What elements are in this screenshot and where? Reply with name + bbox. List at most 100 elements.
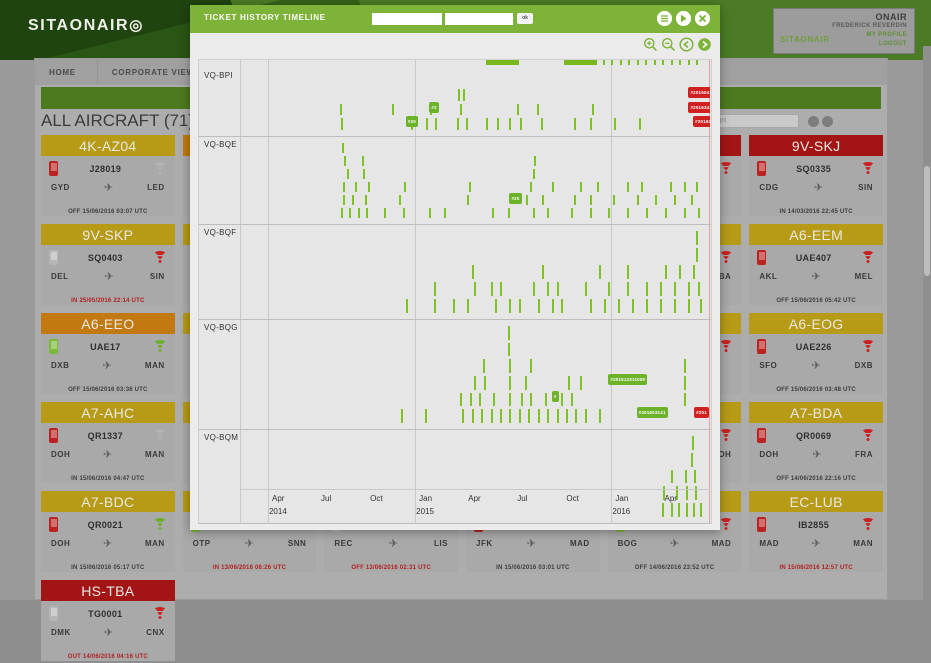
ticket-event-marker[interactable] — [693, 503, 696, 517]
ticket-event-marker[interactable] — [339, 103, 342, 116]
ticket-event-marker[interactable] — [459, 392, 462, 407]
ticket-event-marker[interactable] — [589, 195, 592, 205]
aircraft-card[interactable]: HS-TBA TG0001 DMK ✈ CNX OUT 14/06/2016 04:16 … — [41, 580, 175, 661]
ticket-event-marker[interactable] — [490, 409, 493, 423]
ticket-event-marker[interactable] — [361, 156, 364, 166]
ticket-reference-chip[interactable]: #20 — [405, 116, 418, 128]
ticket-event-marker[interactable] — [368, 182, 371, 192]
ticket-event-marker[interactable] — [547, 409, 550, 423]
aircraft-card[interactable]: 4K-AZ04 J28019 GYD ✈ LED OFF 15/06/2016 03:07… — [41, 135, 175, 216]
ticket-event-marker[interactable] — [551, 299, 554, 313]
ticket-event-marker[interactable] — [484, 376, 487, 390]
ticket-event-marker[interactable] — [627, 208, 630, 218]
ticket-event-marker[interactable] — [536, 103, 539, 116]
ticket-event-marker[interactable] — [525, 376, 528, 390]
ticket-reference-chip[interactable]: #201635 — [693, 116, 710, 128]
ticket-event-marker[interactable] — [520, 392, 523, 407]
ticket-event-marker[interactable] — [547, 282, 550, 296]
ticket-event-marker[interactable] — [342, 182, 345, 192]
ticket-event-marker[interactable] — [693, 265, 696, 279]
ticket-event-marker[interactable] — [533, 156, 536, 166]
ticket-event-marker[interactable] — [584, 282, 587, 296]
ticket-event-marker[interactable] — [467, 195, 470, 205]
ticket-event-marker[interactable] — [434, 282, 437, 296]
ticket-event-marker[interactable] — [443, 208, 446, 218]
ticket-event-marker[interactable] — [518, 299, 521, 313]
ticket-event-marker[interactable] — [631, 299, 634, 313]
ticket-event-marker[interactable] — [530, 359, 533, 373]
ticket-event-marker[interactable] — [663, 486, 666, 501]
ticket-event-marker[interactable] — [683, 208, 686, 218]
ticket-event-marker[interactable] — [561, 299, 564, 313]
ticket-event-marker[interactable] — [565, 409, 568, 423]
ticket-event-marker[interactable] — [471, 409, 474, 423]
ticket-event-marker[interactable] — [500, 282, 503, 296]
ticket-event-marker[interactable] — [598, 265, 601, 279]
ticket-event-marker[interactable] — [452, 299, 455, 313]
ticket-event-marker[interactable] — [509, 409, 512, 423]
ticket-reference-chip[interactable]: #20 — [509, 193, 522, 204]
aircraft-card[interactable]: A7-BDA QR0069 DOH ✈ FRA OFF 14/06/2016 22:16 … — [749, 402, 883, 483]
ticket-event-marker[interactable] — [590, 118, 593, 130]
ticket-event-marker[interactable] — [517, 103, 519, 116]
filter-apply-button[interactable]: ok — [517, 13, 533, 24]
ticket-event-marker[interactable] — [674, 282, 677, 296]
close-button[interactable] — [695, 11, 710, 26]
pan-right-button[interactable] — [697, 37, 712, 52]
ticket-event-marker[interactable] — [685, 486, 688, 501]
ticket-event-marker[interactable] — [591, 103, 594, 116]
ticket-event-marker[interactable] — [405, 299, 408, 313]
aircraft-card[interactable]: A6-EEM UAE407 AKL ✈ MEL OFF 15/06/2016 05:42 … — [749, 224, 883, 305]
ticket-reference-chip[interactable]: #2 — [429, 101, 439, 113]
ticket-event-marker[interactable] — [685, 503, 688, 517]
ticket-event-marker[interactable] — [692, 436, 695, 450]
ticket-event-marker[interactable] — [509, 376, 512, 390]
ticket-reference-chip[interactable]: #201503141 — [636, 407, 668, 419]
ticket-event-marker[interactable] — [365, 195, 368, 205]
ticket-event-marker[interactable] — [589, 299, 592, 313]
ticket-event-marker[interactable] — [575, 409, 578, 423]
menu-button[interactable] — [657, 11, 672, 26]
ticket-event-marker[interactable] — [695, 182, 698, 192]
ticket-event-marker[interactable] — [429, 208, 432, 218]
ticket-event-marker[interactable] — [485, 118, 488, 130]
ticket-event-marker[interactable] — [533, 282, 536, 296]
ticket-event-marker[interactable] — [567, 376, 570, 390]
ticket-event-marker[interactable] — [518, 409, 521, 423]
ticket-reference-chip[interactable]: #201634179 — [688, 101, 710, 113]
ticket-event-marker[interactable] — [617, 299, 620, 313]
ticket-event-marker[interactable] — [608, 208, 611, 218]
ticket-event-marker[interactable] — [676, 486, 679, 501]
ticket-event-marker[interactable] — [697, 208, 700, 218]
ticket-event-marker[interactable] — [347, 169, 350, 179]
ticket-event-marker[interactable] — [608, 282, 611, 296]
ticket-event-marker[interactable] — [674, 195, 677, 205]
ticket-event-marker[interactable] — [497, 118, 500, 130]
ticket-reference-chip[interactable]: #201504141C — [688, 86, 710, 98]
aircraft-card[interactable]: A7-BDC QR0021 DOH ✈ MAN IN 15/06/2016 05:17 U… — [41, 491, 175, 572]
aircraft-card[interactable]: EC-LUB IB2855 MAD ✈ MAN IN 15/06/2016 12:57 U… — [749, 491, 883, 572]
ticket-event-marker[interactable] — [542, 195, 545, 205]
ticket-event-marker[interactable] — [688, 282, 691, 296]
ticket-event-marker[interactable] — [691, 452, 694, 467]
ticket-event-marker[interactable] — [509, 392, 512, 407]
ticket-event-marker[interactable] — [479, 392, 482, 407]
ticket-event-marker[interactable] — [492, 392, 495, 407]
ticket-event-marker[interactable] — [684, 469, 687, 484]
ticket-event-marker[interactable] — [547, 208, 550, 218]
aircraft-card[interactable]: 9V-SKP SQ0403 DEL ✈ SIN IN 25/05/2016 22:14 U… — [41, 224, 175, 305]
ticket-event-marker[interactable] — [664, 265, 667, 279]
ticket-event-marker[interactable] — [636, 195, 639, 205]
ticket-event-marker[interactable] — [352, 195, 355, 205]
aircraft-card[interactable]: 9V-SKJ SQ0335 CDG ✈ SIN IN 14/03/2016 22:45 U… — [749, 135, 883, 216]
ticket-event-marker[interactable] — [354, 182, 357, 192]
ticket-event-marker[interactable] — [655, 195, 658, 205]
ticket-event-marker[interactable] — [469, 392, 472, 407]
ticket-event-marker[interactable] — [533, 208, 536, 218]
ticket-event-marker[interactable] — [490, 282, 493, 296]
ticket-event-marker[interactable] — [678, 503, 681, 517]
ticket-event-marker[interactable] — [679, 265, 682, 279]
ticket-event-marker[interactable] — [526, 195, 529, 205]
ticket-event-marker[interactable] — [580, 376, 583, 390]
ticket-event-marker[interactable] — [495, 299, 498, 313]
